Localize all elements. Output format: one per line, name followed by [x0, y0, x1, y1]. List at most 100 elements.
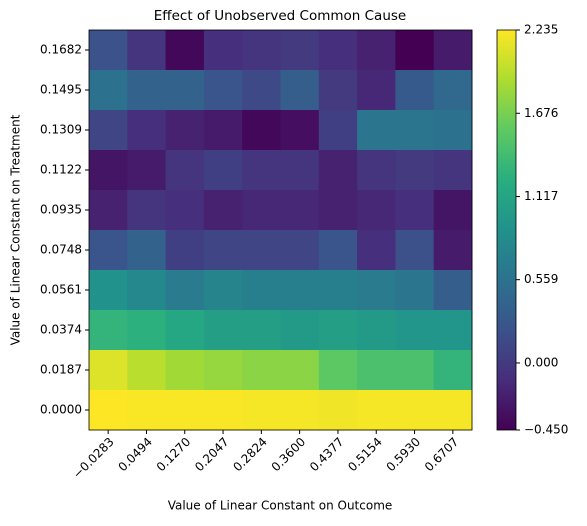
heatmap-cell [433, 70, 473, 111]
heatmap-cell [357, 190, 396, 231]
heatmap-cell [433, 270, 473, 311]
heatmap-cell [433, 150, 473, 191]
y-tick-label: 0.0935 [40, 203, 82, 217]
heatmap-cell [318, 350, 358, 391]
heatmap-cell [357, 150, 396, 191]
heatmap-cell [89, 310, 128, 351]
heatmap-cell [203, 70, 243, 111]
heatmap-cell [433, 190, 473, 231]
heatmap-cell [242, 230, 281, 271]
heatmap-cell [357, 350, 396, 391]
heatmap-cell [127, 190, 167, 231]
x-tick-label: 0.4377 [307, 435, 347, 475]
heatmap-cell [433, 30, 473, 71]
x-tick-label: 0.2047 [192, 435, 232, 475]
y-tick-label: 0.1309 [40, 123, 82, 137]
heatmap-cell [357, 310, 396, 351]
heatmap-cell [433, 110, 473, 151]
y-axis-label: Value of Linear Constant on Treatment [9, 114, 23, 345]
colorbar-tick-label: 0.559 [524, 272, 558, 286]
heatmap-cell [395, 390, 435, 431]
heatmap-cell [242, 150, 281, 191]
heatmap-cell [165, 190, 205, 231]
heatmap-cell [318, 110, 358, 151]
heatmap-cell [203, 190, 243, 231]
heatmap-cell [203, 150, 243, 191]
heatmap-cell [242, 30, 281, 71]
heatmap-cell [357, 270, 396, 311]
heatmap-cell [280, 310, 320, 351]
colorbar-tick-label: −0.450 [524, 423, 568, 437]
heatmap-cell [242, 110, 281, 151]
heatmap-cell [242, 70, 281, 111]
chart-title: Effect of Unobserved Common Cause [154, 8, 406, 24]
heatmap-cell [89, 70, 128, 111]
heatmap-cell [203, 350, 243, 391]
heatmap-cell [127, 70, 167, 111]
heatmap-cell [395, 230, 435, 271]
heatmap-cell [318, 190, 358, 231]
heatmap-cell [395, 310, 435, 351]
y-tick-label: 0.1122 [40, 163, 82, 177]
x-tick-label: 0.3600 [269, 435, 309, 475]
x-tick-label: −0.0283 [70, 435, 117, 482]
heatmap-cell [165, 150, 205, 191]
heatmap-cell [165, 270, 205, 311]
heatmap-cell [127, 110, 167, 151]
heatmap-cell [165, 310, 205, 351]
heatmap-cell [280, 70, 320, 111]
heatmap-cell [165, 70, 205, 111]
heatmap-cell [433, 350, 473, 391]
y-tick-label: 0.0000 [40, 403, 82, 417]
heatmap-cell [280, 390, 320, 431]
heatmap-cell [433, 230, 473, 271]
heatmap-cell [89, 270, 128, 311]
heatmap-cell [395, 270, 435, 311]
heatmap-cell [242, 270, 281, 311]
heatmap-cell [357, 110, 396, 151]
heatmap-cell [89, 230, 128, 271]
x-tick-label: 0.6707 [422, 435, 462, 475]
colorbar-tick-label: 1.676 [524, 106, 558, 120]
heatmap-cell [357, 390, 396, 431]
heatmap-cell [433, 310, 473, 351]
heatmap-cell [165, 390, 205, 431]
y-tick-label: 0.0374 [40, 323, 82, 337]
y-tick-label: 0.1495 [40, 83, 82, 97]
heatmap-cell [165, 30, 205, 71]
heatmap-cell [318, 230, 358, 271]
heatmap-cell [203, 390, 243, 431]
colorbar-tick-label: 0.000 [524, 355, 558, 369]
heatmap-cell [280, 350, 320, 391]
heatmap-cell [242, 190, 281, 231]
heatmap-cell [203, 310, 243, 351]
heatmap-cell [395, 190, 435, 231]
heatmap-cell [280, 230, 320, 271]
x-tick-label: 0.2824 [230, 435, 270, 475]
heatmap-cell [203, 110, 243, 151]
heatmap-cell [203, 30, 243, 71]
colorbar-tick-label: 2.235 [524, 23, 558, 37]
y-tick-label: 0.0748 [40, 243, 82, 257]
heatmap-cell [89, 350, 128, 391]
heatmap-cell [127, 30, 167, 71]
heatmap-cell [242, 310, 281, 351]
heatmap-cell [280, 110, 320, 151]
colorbar [496, 29, 517, 431]
heatmap-cell [165, 230, 205, 271]
heatmap-cell [395, 350, 435, 391]
heatmap-cell [127, 230, 167, 271]
heatmap-cell [395, 70, 435, 111]
heatmap-cell [318, 150, 358, 191]
heatmap-cell [127, 390, 167, 431]
heatmap-cell [89, 190, 128, 231]
x-tick-label: 0.5154 [345, 435, 385, 475]
x-axis-label: Value of Linear Constant on Outcome [168, 499, 393, 513]
heatmap-cell [203, 230, 243, 271]
heatmap-cell [357, 230, 396, 271]
heatmap-cell [395, 150, 435, 191]
y-tick-label: 0.0187 [40, 363, 82, 377]
colorbar-tick-label: 1.117 [524, 189, 558, 203]
heatmap-cell [203, 270, 243, 311]
